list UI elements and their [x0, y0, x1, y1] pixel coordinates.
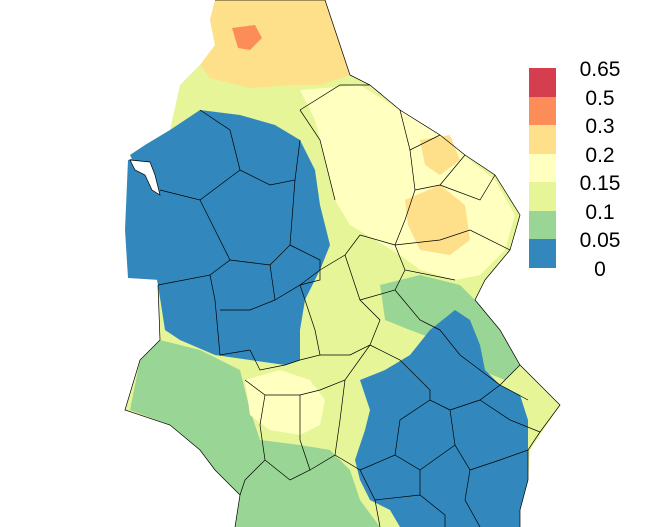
zone-center-lightgreen — [305, 250, 385, 355]
legend-swatch-3 — [529, 153, 556, 182]
zone-northeast-yellow — [420, 135, 460, 175]
internal-boundary-15 — [157, 274, 251, 356]
zone-north-yellow — [200, 0, 350, 88]
legend-swatch-5 — [529, 210, 556, 239]
internal-boundary-19 — [320, 254, 381, 356]
legend-swatch-4 — [529, 182, 556, 211]
legend-swatch-6 — [529, 239, 556, 268]
internal-boundary-1 — [299, 84, 370, 111]
internal-boundary-33 — [449, 384, 529, 411]
legend-tick-label: 0.15 — [579, 172, 621, 195]
zone-west-blue — [130, 110, 330, 365]
map-legend: 0.65 0.5 0.3 0.2 0.15 0.1 0.05 0 — [529, 58, 639, 281]
internal-boundary-21 — [394, 289, 441, 331]
internal-boundary-10 — [299, 234, 361, 286]
internal-boundary-4 — [394, 149, 416, 246]
legend-swatch-1 — [529, 96, 556, 125]
legend-tick-label: 0.5 — [585, 86, 615, 110]
internal-boundary-30 — [394, 399, 451, 456]
legend-tick-label: 0.3 — [585, 115, 615, 138]
outer-boundary — [215, 0, 561, 527]
region-boundaries — [124, 0, 561, 527]
legend-tick-label: 0.2 — [585, 143, 615, 167]
coastal-inlet — [129, 159, 161, 196]
internal-boundary-7 — [394, 229, 511, 251]
legend-tick-label: 0.65 — [579, 58, 621, 81]
internal-boundary-16 — [220, 264, 276, 311]
internal-boundary-27 — [334, 454, 381, 527]
zone-north-orange — [232, 25, 262, 50]
internal-boundary-37 — [479, 399, 541, 433]
legend-tick-label: 0 — [594, 257, 606, 281]
internal-boundary-29 — [359, 454, 421, 495]
internal-boundary-13 — [199, 199, 231, 276]
internal-boundary-18 — [299, 284, 321, 361]
legend-tick-label: 0.1 — [585, 200, 615, 224]
internal-boundary-22 — [249, 349, 301, 371]
internal-boundary-14 — [229, 179, 296, 266]
internal-boundary-38 — [499, 364, 521, 386]
internal-boundary-36 — [469, 449, 529, 471]
internal-boundary-31 — [369, 344, 431, 400]
internal-boundary-28 — [374, 494, 446, 527]
zone-east-yellow — [405, 185, 470, 255]
zone-southeast-blue — [355, 310, 528, 527]
internal-boundary-26 — [309, 379, 346, 471]
zone-southwest-green — [130, 340, 380, 527]
legend-swatch-0 — [529, 68, 556, 97]
internal-boundary-9 — [359, 234, 396, 246]
west-boundary — [124, 284, 241, 527]
internal-boundary-35 — [419, 444, 456, 471]
internal-boundary-2 — [299, 109, 336, 201]
map-fill-layer — [125, 0, 560, 527]
internal-boundary-32 — [439, 329, 501, 386]
internal-boundary-23 — [244, 344, 371, 396]
internal-boundary-11 — [199, 109, 301, 186]
internal-boundary-17 — [274, 244, 321, 301]
legend-tick-label: 0.05 — [579, 229, 621, 252]
zone-south-lightyellow — [245, 370, 325, 435]
legend-swatch-2 — [529, 125, 556, 154]
internal-boundary-6 — [439, 174, 496, 201]
zone-west-coast-blue — [125, 155, 160, 280]
